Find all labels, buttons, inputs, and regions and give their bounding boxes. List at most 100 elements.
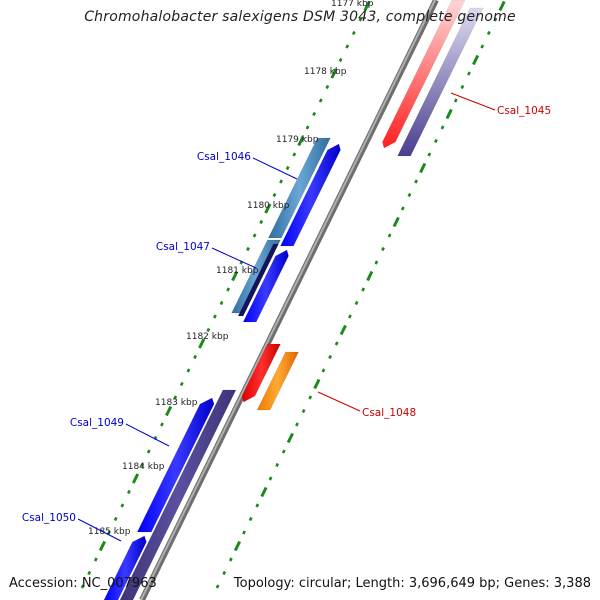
track-tick [219, 300, 224, 306]
gene-csal-1045-cds [397, 7, 484, 157]
accession-text: Accession: NC_007963 [9, 576, 157, 591]
track-tick [193, 354, 197, 360]
track-tick [358, 17, 363, 22]
gene-csal-1048-arrow [241, 343, 281, 403]
gene-labels: Csal_1045 Csal_1046 Csal_1047 Csal_1048 Csal… [22, 92, 551, 542]
track-tick [361, 287, 366, 292]
track-tick [246, 246, 250, 252]
track-tick [312, 111, 317, 117]
track-tick [392, 216, 400, 228]
gene-leader-line [211, 247, 257, 269]
gene-csal-1049-cds [119, 389, 237, 600]
track-tick [338, 57, 343, 63]
summary-text: Topology: circular; Length: 3,696,649 bp… [233, 576, 591, 591]
track-tick [486, 30, 491, 36]
track-tick [127, 489, 131, 495]
tick-tracks [80, 0, 506, 589]
tick-label: 1179 kbp [276, 135, 319, 145]
track-tick [215, 584, 220, 589]
track-tick [434, 138, 438, 144]
track-tick [400, 206, 405, 211]
track-tick [113, 516, 118, 522]
track-tick [264, 203, 272, 214]
track-tick [286, 432, 294, 444]
track-tick [334, 341, 339, 346]
left-tick-track [80, 0, 371, 589]
gene-label: Csal_1047 [156, 241, 210, 253]
track-tick [222, 570, 227, 576]
track-tick [407, 192, 412, 198]
track-tick [366, 270, 374, 282]
tick-label: 1185 kbp [88, 527, 131, 537]
gene-label: Csal_1050 [22, 512, 76, 524]
track-tick [301, 408, 306, 414]
track-tick [107, 530, 111, 535]
gene-features [103, 0, 484, 600]
track-tick [87, 570, 92, 576]
track-tick [321, 368, 326, 373]
gene-csal-1049-arrow [136, 397, 215, 533]
track-tick [460, 84, 465, 90]
tick-label: 1180 kbp [247, 201, 290, 211]
track-tick [453, 98, 458, 103]
track-tick [493, 17, 498, 22]
track-tick [313, 378, 321, 390]
track-tick [98, 540, 107, 552]
track-tick [186, 368, 191, 373]
track-tick [120, 503, 125, 508]
track-tick [419, 162, 427, 174]
track-tick [330, 68, 338, 79]
track-tick [295, 422, 299, 427]
tick-label: 1181 kbp [216, 266, 259, 276]
tick-label: 1184 kbp [122, 462, 165, 472]
gene-csal-1050-arrow [103, 535, 147, 600]
genome-backbone [139, 0, 439, 600]
track-tick [213, 314, 217, 319]
track-tick [308, 395, 313, 400]
track-tick [268, 476, 273, 481]
track-tick [259, 219, 264, 225]
track-tick [242, 530, 246, 535]
track-tick [260, 486, 268, 498]
gene-label: Csal_1049 [70, 417, 124, 429]
track-tick [440, 125, 445, 130]
gene-csal-1048-cds [256, 351, 299, 411]
track-tick [206, 327, 211, 333]
gene-label: Csal_1046 [197, 151, 251, 163]
track-tick [480, 44, 485, 49]
gene-csal-1045-arrow [382, 0, 466, 149]
gene-leader-line [252, 157, 298, 180]
track-tick [165, 405, 173, 417]
track-tick [228, 557, 233, 562]
gene-leader-line [317, 391, 361, 412]
tick-label: 1182 kbp [186, 332, 229, 342]
track-tick [255, 503, 260, 508]
gene-leader-line [450, 92, 496, 111]
track-tick [226, 287, 231, 292]
track-tick [498, 0, 506, 12]
right-tick-track [215, 0, 506, 589]
track-tick [146, 449, 151, 454]
track-tick [363, 0, 371, 12]
track-tick [345, 44, 350, 49]
track-tick [318, 98, 323, 103]
track-tick [231, 270, 239, 282]
tick-label: 1177 kbp [331, 0, 374, 9]
track-tick [467, 71, 471, 76]
gene-csal-1046-cds [267, 137, 331, 239]
track-tick [233, 540, 242, 552]
track-tick [414, 179, 418, 184]
track-tick [80, 584, 85, 589]
track-tick [472, 54, 480, 66]
track-tick [325, 84, 330, 90]
gene-csal-1047-cds-dark [237, 243, 279, 317]
tick-label: 1178 kbp [304, 67, 347, 77]
track-tick [279, 179, 283, 184]
tick-label: 1183 kbp [155, 398, 198, 408]
gene-leader-line [77, 518, 122, 542]
gene-leader-line [125, 423, 170, 447]
track-tick [427, 152, 432, 157]
track-tick [173, 395, 178, 400]
track-tick [354, 300, 359, 306]
